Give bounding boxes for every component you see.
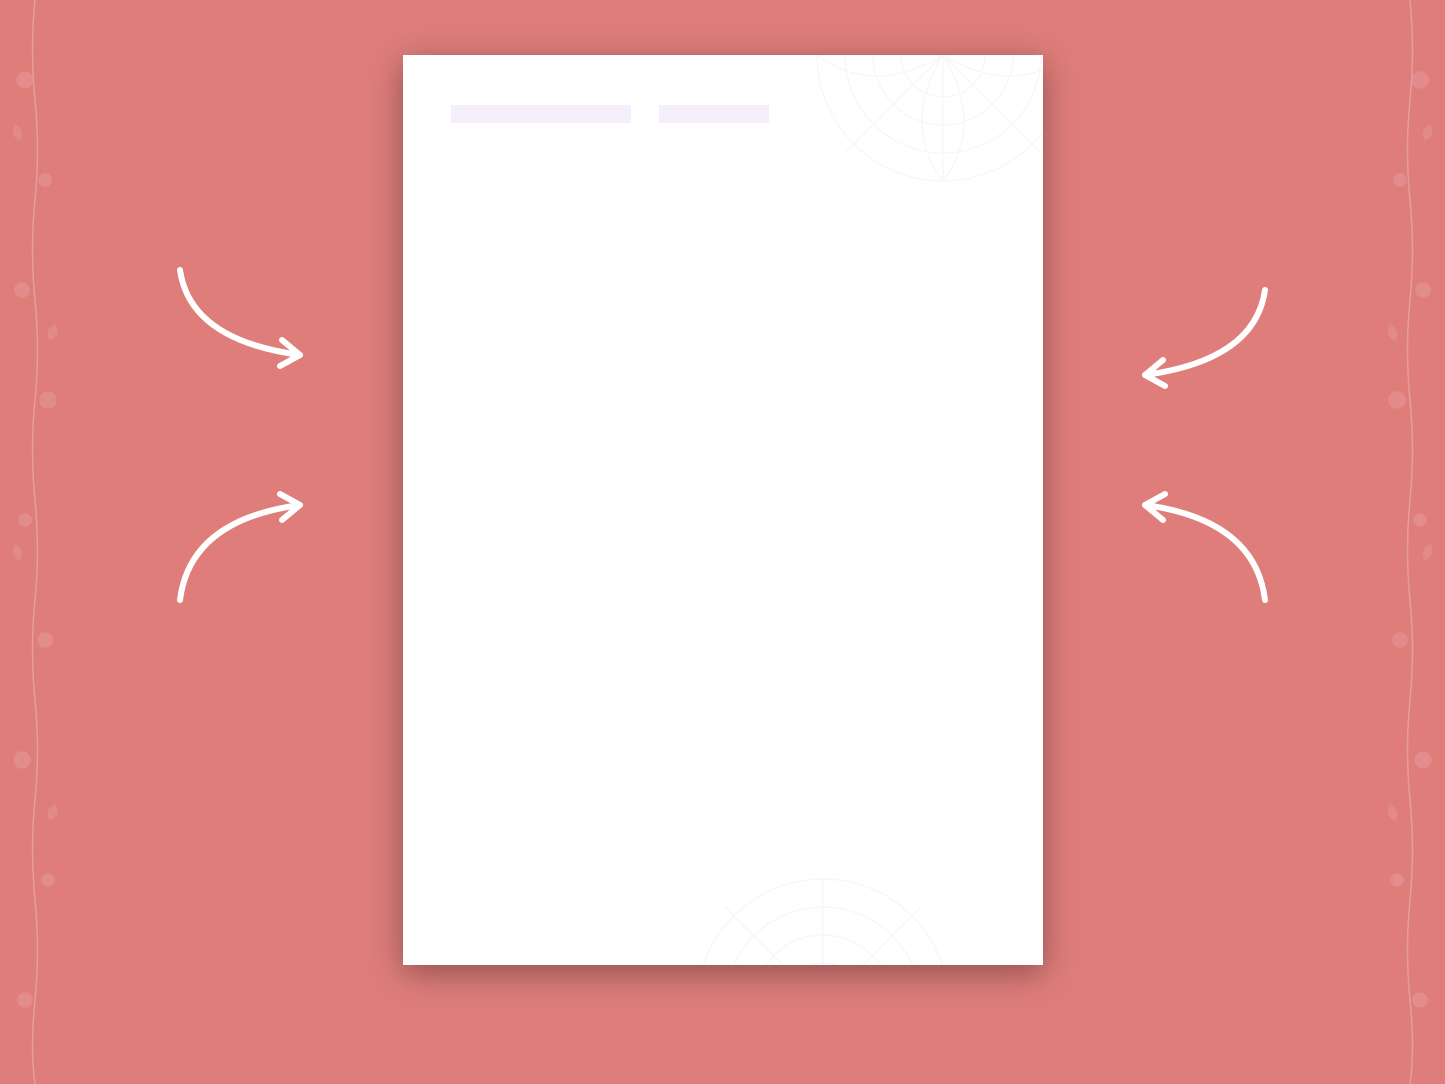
- document-page: [403, 55, 1043, 965]
- name-date-row: [443, 105, 1003, 123]
- floral-border-right: [1375, 0, 1445, 1084]
- arrow-top-left: [160, 260, 340, 380]
- floral-border-left: [0, 0, 70, 1084]
- mandala-decoration-bottom: [683, 865, 963, 965]
- arrow-bottom-right: [1105, 480, 1285, 610]
- arrow-top-right: [1105, 280, 1285, 400]
- mandala-decoration-top: [803, 55, 1043, 195]
- arrow-bottom-left: [160, 480, 340, 610]
- date-field[interactable]: [659, 105, 769, 123]
- name-field[interactable]: [451, 105, 631, 123]
